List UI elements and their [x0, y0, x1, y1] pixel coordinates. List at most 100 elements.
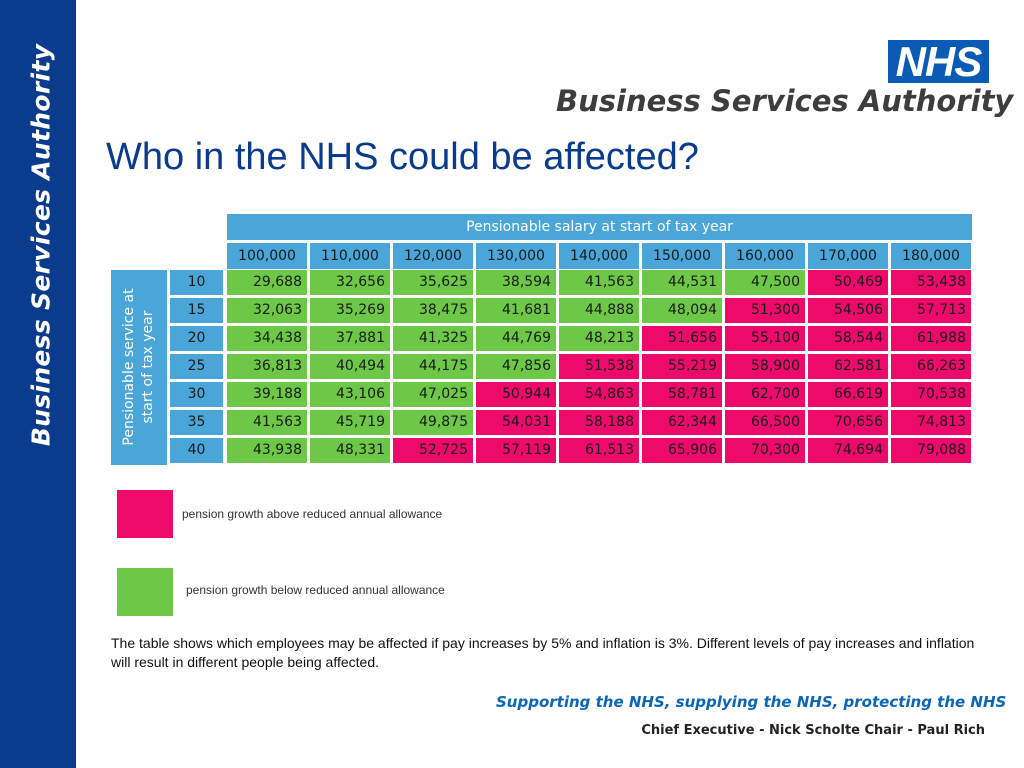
table-row: 25 36,813 40,494 44,175 47,856 51,538 55,219 58… — [170, 354, 974, 379]
table-cell: 36,813 — [227, 354, 307, 379]
table-cell: 47,025 — [393, 382, 473, 407]
table-cell: 61,513 — [559, 438, 639, 463]
legend-label-above: pension growth above reduced annual allo… — [182, 507, 443, 521]
table-cell: 51,656 — [642, 326, 722, 351]
table-cell: 66,263 — [891, 354, 971, 379]
table-cell: 44,175 — [393, 354, 473, 379]
table-cell: 49,875 — [393, 410, 473, 435]
table-cell: 40,494 — [310, 354, 390, 379]
table-cell: 58,544 — [808, 326, 888, 351]
legend-swatch-below — [117, 568, 173, 616]
table-cell: 32,063 — [227, 298, 307, 323]
column-headers: 100,000 110,000 120,000 130,000 140,000 150,0… — [227, 243, 971, 269]
table-cell: 37,881 — [310, 326, 390, 351]
row-header: 40 — [170, 438, 223, 463]
table-cell: 48,213 — [559, 326, 639, 351]
table-cell: 54,863 — [559, 382, 639, 407]
table-cell: 61,988 — [891, 326, 971, 351]
table-row: 40 43,938 48,331 52,725 57,119 61,513 65,906 70… — [170, 438, 974, 463]
table-body: 10 29,688 32,656 35,625 38,594 41,563 44,531 47… — [170, 270, 974, 466]
row-header: 10 — [170, 270, 223, 295]
row-header: 30 — [170, 382, 223, 407]
column-header: 150,000 — [642, 243, 722, 269]
table-cell: 50,944 — [476, 382, 556, 407]
column-header: 140,000 — [559, 243, 639, 269]
table-cell: 58,900 — [725, 354, 805, 379]
table-cell: 48,331 — [310, 438, 390, 463]
column-header: 130,000 — [476, 243, 556, 269]
table-cell: 43,938 — [227, 438, 307, 463]
row-header: 15 — [170, 298, 223, 323]
table-cell: 52,725 — [393, 438, 473, 463]
table-cell: 74,813 — [891, 410, 971, 435]
row-header: 35 — [170, 410, 223, 435]
column-header: 110,000 — [310, 243, 390, 269]
table-cell: 47,856 — [476, 354, 556, 379]
sidebar: Business Services Authority — [0, 0, 76, 768]
page-title: Who in the NHS could be affected? — [106, 136, 699, 178]
table-cell: 54,031 — [476, 410, 556, 435]
column-header: 120,000 — [393, 243, 473, 269]
table-cell: 34,438 — [227, 326, 307, 351]
table-header: Pensionable salary at start of tax year — [227, 214, 972, 240]
table-cell: 66,619 — [808, 382, 888, 407]
nhs-logo: NHS — [888, 40, 989, 83]
table-cell: 79,088 — [891, 438, 971, 463]
table-cell: 47,500 — [725, 270, 805, 295]
organisation-name: Business Services Authority — [556, 84, 1014, 118]
column-header: 170,000 — [808, 243, 888, 269]
table-cell: 54,506 — [808, 298, 888, 323]
table-cell: 41,325 — [393, 326, 473, 351]
table-row: 15 32,063 35,269 38,475 41,681 44,888 48,094 51… — [170, 298, 974, 323]
column-header: 180,000 — [891, 243, 971, 269]
table-cell: 62,700 — [725, 382, 805, 407]
table-cell: 48,094 — [642, 298, 722, 323]
row-header: 25 — [170, 354, 223, 379]
table-cell: 51,300 — [725, 298, 805, 323]
table-cell: 70,538 — [891, 382, 971, 407]
column-header: 100,000 — [227, 243, 307, 269]
table-cell: 66,500 — [725, 410, 805, 435]
row-header: 20 — [170, 326, 223, 351]
table-row: 20 34,438 37,881 41,325 44,769 48,213 51,656 55… — [170, 326, 974, 351]
table-cell: 41,563 — [559, 270, 639, 295]
table-cell: 53,438 — [891, 270, 971, 295]
row-axis-label-text: Pensionable service at start of tax year — [121, 288, 156, 446]
table-cell: 43,106 — [310, 382, 390, 407]
table-cell: 62,581 — [808, 354, 888, 379]
table-cell: 41,563 — [227, 410, 307, 435]
table-cell: 70,300 — [725, 438, 805, 463]
table-cell: 57,713 — [891, 298, 971, 323]
row-axis-label: Pensionable service at start of tax year — [111, 270, 167, 465]
table-cell: 57,119 — [476, 438, 556, 463]
table-cell: 58,188 — [559, 410, 639, 435]
table-cell: 58,781 — [642, 382, 722, 407]
table-cell: 65,906 — [642, 438, 722, 463]
table-cell: 39,188 — [227, 382, 307, 407]
table-cell: 44,531 — [642, 270, 722, 295]
table-row: 35 41,563 45,719 49,875 54,031 58,188 62,344 66… — [170, 410, 974, 435]
legend-label-below: pension growth below reduced annual allo… — [186, 583, 445, 597]
table-cell: 74,694 — [808, 438, 888, 463]
sidebar-title: Business Services Authority — [26, 43, 56, 447]
table-cell: 55,219 — [642, 354, 722, 379]
table-cell: 35,625 — [393, 270, 473, 295]
column-header: 160,000 — [725, 243, 805, 269]
table-row: 10 29,688 32,656 35,625 38,594 41,563 44,531 47… — [170, 270, 974, 295]
table-cell: 38,594 — [476, 270, 556, 295]
table-cell: 51,538 — [559, 354, 639, 379]
table-cell: 45,719 — [310, 410, 390, 435]
footer-executives: Chief Executive - Nick Scholte Chair - P… — [641, 723, 985, 738]
explanatory-note: The table shows which employees may be a… — [111, 635, 975, 670]
table-cell: 44,769 — [476, 326, 556, 351]
table-cell: 70,656 — [808, 410, 888, 435]
table-cell: 35,269 — [310, 298, 390, 323]
table-cell: 44,888 — [559, 298, 639, 323]
table-cell: 38,475 — [393, 298, 473, 323]
footer-slogan: Supporting the NHS, supplying the NHS, p… — [496, 693, 1007, 711]
table-cell: 29,688 — [227, 270, 307, 295]
table-cell: 32,656 — [310, 270, 390, 295]
table-row: 30 39,188 43,106 47,025 50,944 54,863 58,781 62… — [170, 382, 974, 407]
legend-swatch-above — [117, 490, 173, 538]
table-cell: 62,344 — [642, 410, 722, 435]
